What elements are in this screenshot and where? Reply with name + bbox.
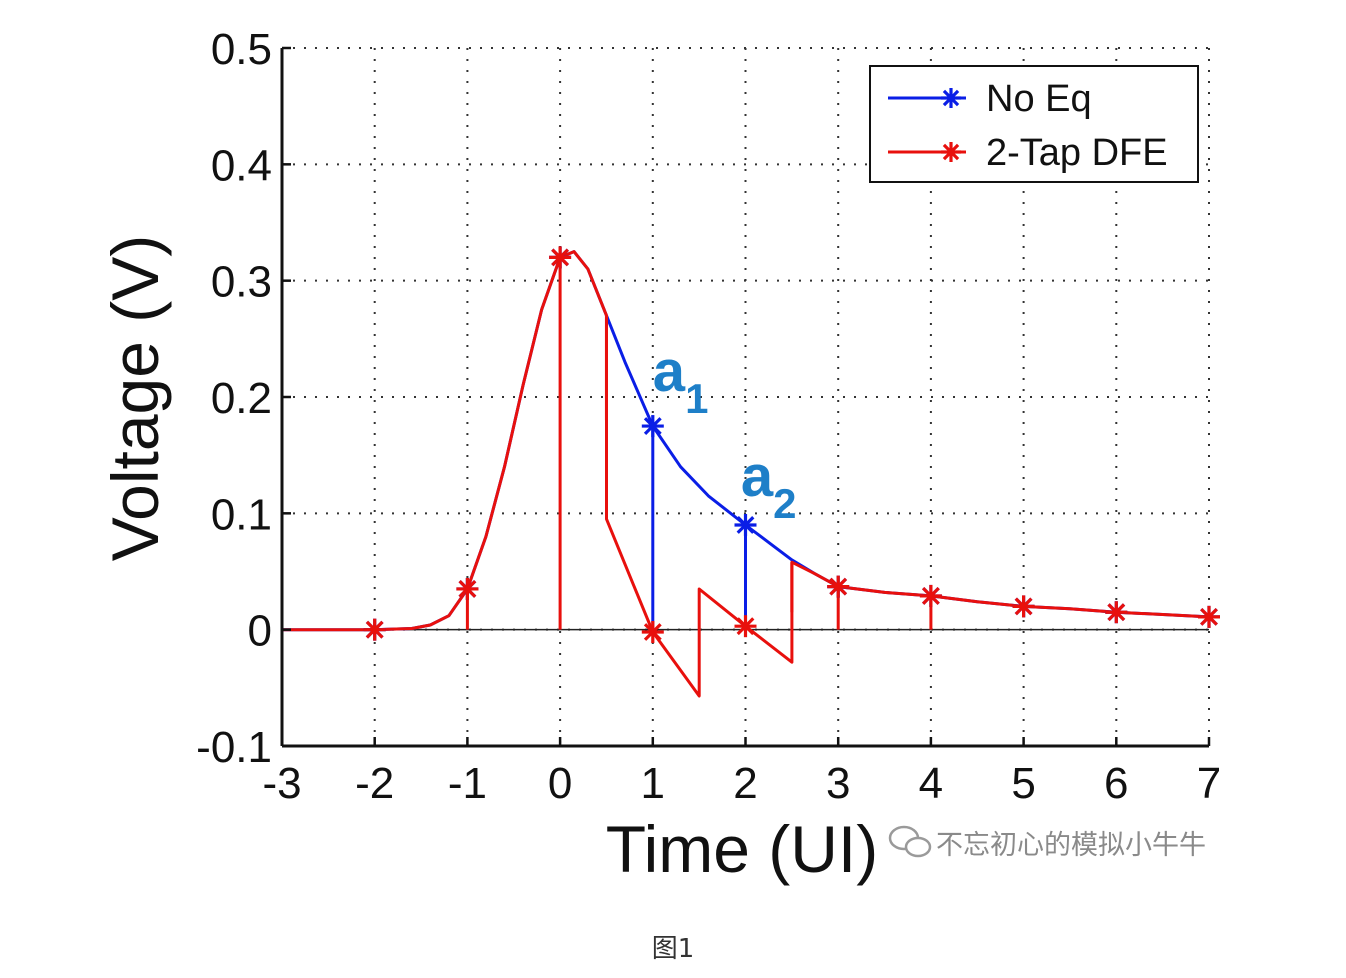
x-axis-title: Time (UI): [606, 812, 879, 886]
x-tick-label: 6: [1104, 759, 1128, 808]
annotation-label: a1: [653, 339, 709, 422]
figure-caption: 图1: [651, 934, 695, 964]
x-tick-label: -2: [355, 759, 394, 808]
y-axis-title: Voltage (V): [98, 235, 172, 562]
annotation-label: a2: [741, 444, 797, 527]
data-point: [1198, 605, 1220, 628]
x-tick-label: 3: [826, 759, 850, 808]
data-point: [456, 577, 479, 600]
legend-label: 2-Tap DFE: [986, 132, 1168, 174]
y-tick-label: 0.3: [211, 258, 272, 307]
x-tick-label: 1: [641, 759, 665, 808]
y-tick-label: 0.4: [211, 141, 272, 190]
data-point: [734, 513, 757, 536]
tick-labels: -3 -2 -1 0 1 2 3 4 5 6 7 -0.1 0 0.1 0.2 0.3 0.4 0.5: [196, 25, 1221, 808]
data-point: [827, 575, 850, 598]
legend-marker: [941, 88, 961, 108]
data-point: [919, 584, 942, 607]
chart-svg: -3 -2 -1 0 1 2 3 4 5 6 7-0.100.10.20.30.40.5 a1a2 …: [98, 25, 1221, 886]
watermark-text: 不忘初心的模拟小牛牛: [936, 830, 1206, 861]
series-markers: [363, 246, 1220, 643]
data-point: [641, 415, 664, 438]
watermark: 不忘初心的模拟小牛牛: [888, 825, 1206, 861]
data-point: [549, 246, 572, 269]
y-tick-label: 0.2: [211, 374, 272, 423]
wechat-icon: [888, 825, 932, 858]
x-tick-label: -3: [262, 759, 301, 808]
data-point: [1105, 601, 1128, 624]
data-point: [641, 620, 664, 643]
x-tick-label: 5: [1011, 759, 1035, 808]
x-tick-label: -1: [448, 759, 487, 808]
y-tick-label: 0.5: [211, 25, 272, 74]
x-tick-label: 0: [548, 759, 572, 808]
legend-label: No Eq: [986, 78, 1092, 120]
y-tick-label: 0.1: [211, 490, 272, 539]
annotation-subscript: 1: [685, 375, 708, 422]
legend-box: [869, 65, 1199, 183]
y-tick-label: -0.1: [196, 723, 272, 772]
annotations: a1 a2: [653, 339, 797, 527]
data-point: [363, 618, 386, 641]
x-tick-label: 4: [919, 759, 943, 808]
x-tick-label: 2: [733, 759, 757, 808]
axes-frame: [280, 46, 1211, 748]
y-tick-label: 0: [248, 607, 272, 656]
data-point: [734, 615, 757, 638]
data-point: [1012, 595, 1035, 618]
legend-marker: [941, 142, 961, 162]
stems: [465, 257, 933, 630]
legend: No Eq 2-Tap DFE: [869, 65, 1199, 183]
annotation-subscript: 2: [773, 480, 796, 527]
x-tick-label: 7: [1197, 759, 1221, 808]
